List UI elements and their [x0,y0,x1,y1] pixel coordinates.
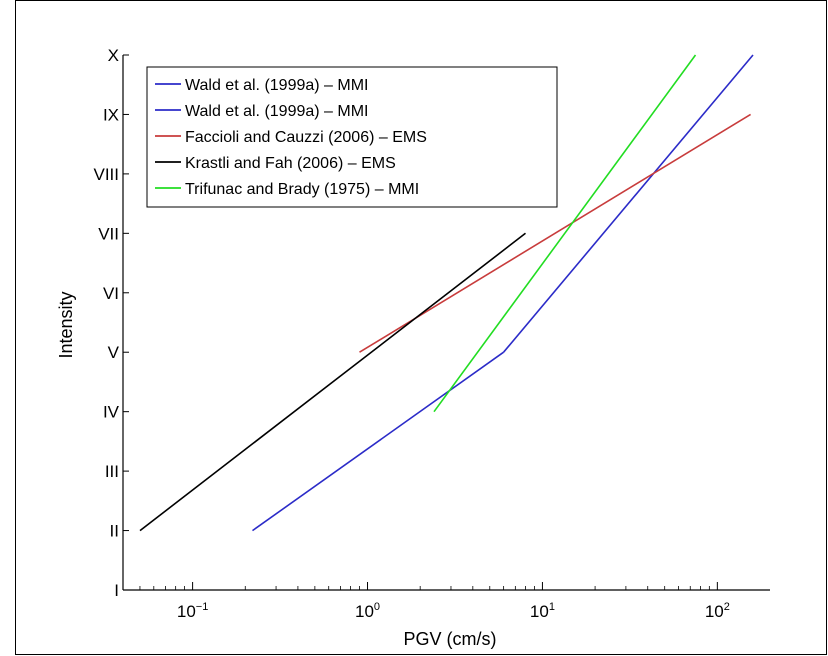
y-tick-label: II [110,522,119,541]
x-tick-label: 100 [355,601,380,621]
x-tick-label: 101 [530,601,555,621]
y-tick-label: VIII [93,165,119,184]
series-line-3 [359,113,752,353]
x-tick-label: 10−1 [177,601,208,621]
legend-label: Faccioli and Cauzzi (2006) – EMS [185,129,427,146]
series-line-4 [139,232,526,532]
legend: Wald et al. (1999a) – MMI Wald et al. (19… [146,66,558,208]
x-tick-label: 102 [705,601,730,621]
series-line-1 [252,351,505,532]
legend-label: Wald et al. (1999a) – MMI [185,103,368,120]
plot-lines [139,54,754,532]
y-axis-title: Intensity [56,291,76,358]
y-tick-label: VII [98,224,119,243]
y-tick-label: I [114,581,119,600]
x-axis-title: PGV (cm/s) [404,629,497,649]
y-tick-label: X [108,46,119,65]
legend-box [146,66,558,208]
y-tick-label: III [105,462,119,481]
series-line-5 [433,54,697,413]
legend-label: Krastli and Fah (2006) – EMS [185,155,396,172]
y-tick-label: VI [103,284,119,303]
y-tick-label: IX [103,105,119,124]
legend-label: Trifunac and Brady (1975) – MMI [185,181,419,198]
y-tick-label: V [108,343,120,362]
series-line-2 [502,54,754,353]
legend-label: Wald et al. (1999a) – MMI [185,77,368,94]
y-tick-label: IV [103,403,120,422]
